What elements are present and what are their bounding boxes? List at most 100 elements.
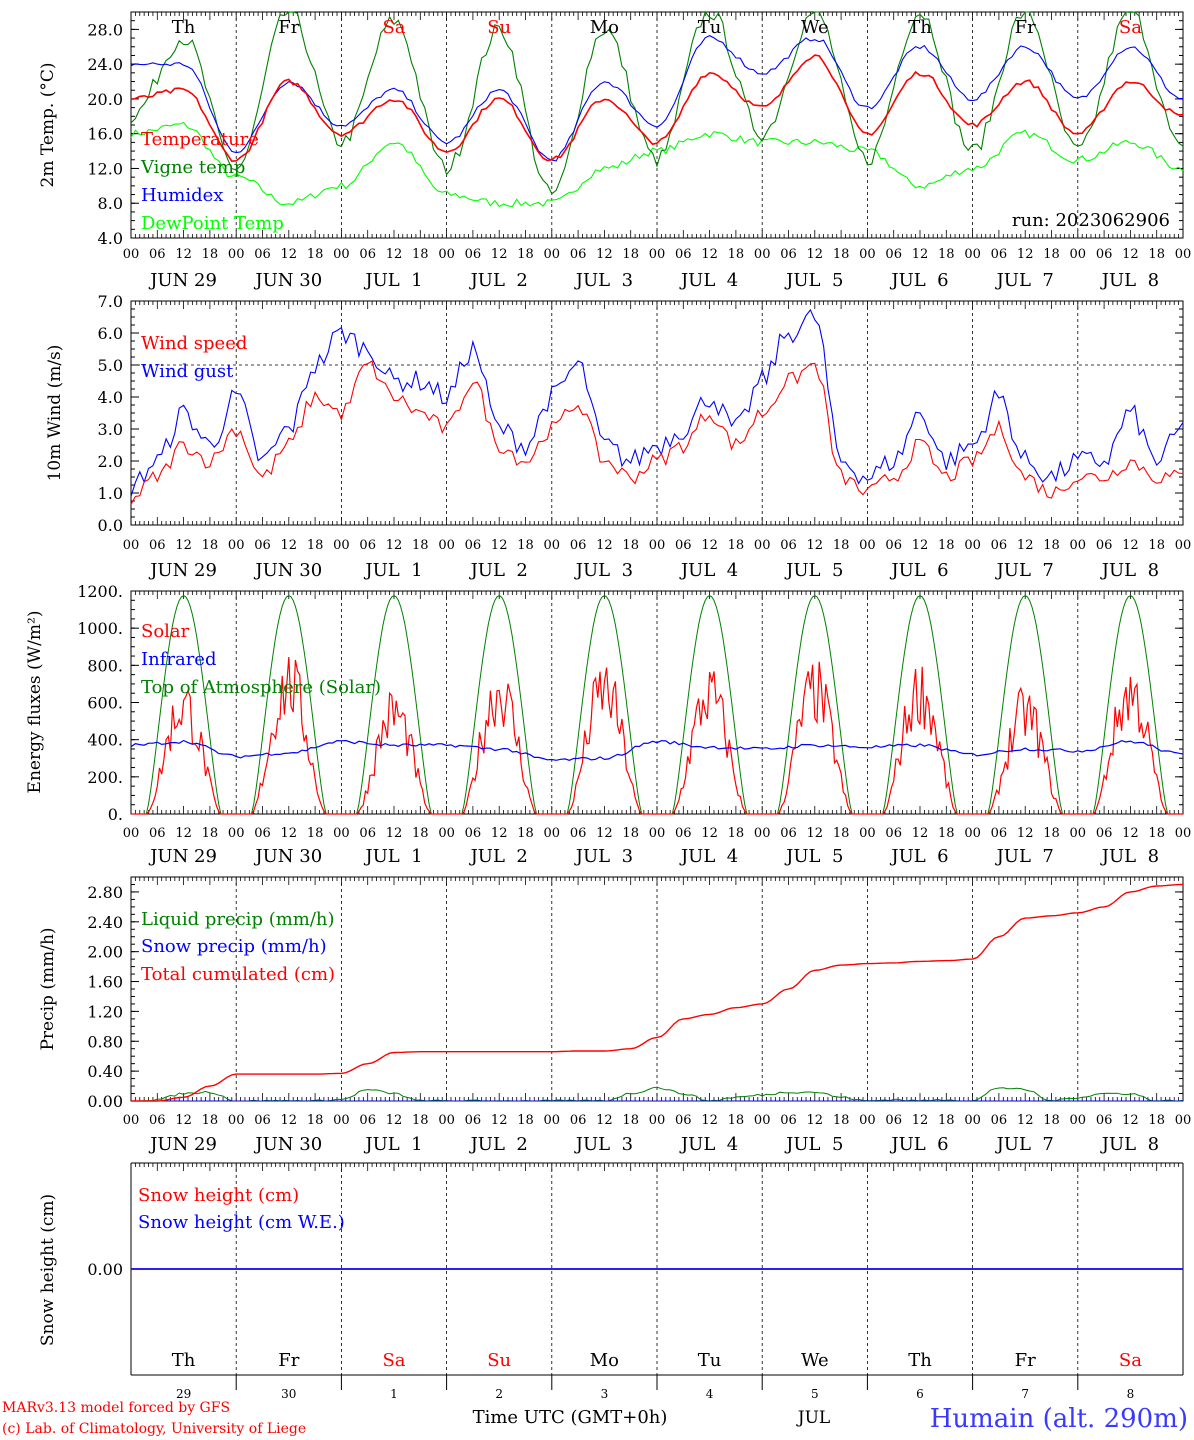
y-tick-label: 2.40: [87, 913, 123, 932]
date-tick-label: JUL 5: [784, 560, 843, 581]
hour-tick-label: 00: [964, 1113, 981, 1128]
hour-tick-label: 00: [1070, 826, 1087, 841]
hour-tick-label: 00: [754, 1113, 771, 1128]
hour-tick-label: 00: [544, 247, 561, 262]
hour-tick-label: 06: [149, 247, 166, 262]
hour-tick-label: 18: [938, 538, 955, 553]
hour-tick-label: 18: [307, 247, 324, 262]
hour-tick-label: 12: [807, 538, 824, 553]
run-annotation: run: 2023062906: [1012, 210, 1170, 231]
hour-tick-label: 18: [412, 247, 429, 262]
hour-tick-label: 12: [807, 1113, 824, 1128]
hour-tick-label: 12: [281, 247, 298, 262]
hour-tick-label: 18: [202, 1113, 219, 1128]
date-tick-label: JUL 2: [469, 270, 528, 291]
date-tick-label: JUL 7: [995, 846, 1054, 867]
hour-tick-label: 06: [675, 247, 692, 262]
weekday-label: Th: [172, 1350, 196, 1371]
hour-tick-label: 00: [544, 826, 561, 841]
y-tick-label: 0.00: [87, 1092, 123, 1111]
date-tick-label: JUL 4: [679, 560, 738, 581]
weekday-label: Su: [487, 1350, 511, 1371]
day-number: 30: [281, 1387, 296, 1401]
date-tick-label: JUL 6: [889, 1134, 948, 1155]
date-tick-label: JUL 8: [1100, 270, 1159, 291]
date-tick-label: JUL 1: [363, 846, 422, 867]
day-number: 6: [916, 1387, 924, 1401]
hour-tick-label: 00: [333, 247, 350, 262]
hour-tick-label: 06: [359, 247, 376, 262]
hour-tick-label: 00: [1070, 538, 1087, 553]
date-tick-label: JUN 30: [253, 1134, 322, 1155]
hour-tick-label: 00: [544, 538, 561, 553]
hour-tick-label: 00: [859, 826, 876, 841]
wind-gust-line: [130, 308, 1184, 497]
hour-tick-label: 00: [964, 826, 981, 841]
hour-tick-label: 18: [622, 1113, 639, 1128]
hour-tick-label: 06: [885, 826, 902, 841]
y-tick-label: 800.: [87, 656, 123, 675]
hour-tick-label: 00: [438, 826, 455, 841]
hour-tick-label: 12: [1017, 247, 1034, 262]
weekday-label: Fr: [278, 17, 299, 38]
y-tick-label: 0.80: [87, 1032, 123, 1051]
date-tick-label: JUL 7: [995, 1134, 1054, 1155]
hour-tick-label: 06: [570, 538, 587, 553]
weekday-label: Mo: [590, 17, 619, 38]
weekday-label: We: [801, 17, 829, 38]
y-tick-label: 0.00: [87, 1260, 123, 1279]
date-tick-label: JUL 2: [469, 1134, 528, 1155]
hour-tick-label: 12: [701, 247, 718, 262]
legend-infrared: Infrared: [141, 649, 216, 670]
date-tick-label: JUL 8: [1100, 560, 1159, 581]
date-tick-label: JUN 30: [253, 846, 322, 867]
infrared-line: [130, 739, 1184, 761]
hour-tick-label: 06: [991, 538, 1008, 553]
hour-tick-label: 00: [544, 1113, 561, 1128]
weekday-label: Sa: [1119, 1350, 1142, 1371]
hour-tick-label: 06: [149, 1113, 166, 1128]
hour-tick-label: 06: [991, 1113, 1008, 1128]
date-tick-label: JUL 6: [889, 270, 948, 291]
date-tick-label: JUL 6: [889, 846, 948, 867]
hour-tick-label: 00: [438, 1113, 455, 1128]
hour-tick-label: 12: [175, 1113, 192, 1128]
hour-tick-label: 12: [1017, 826, 1034, 841]
y-tick-label: 6.0: [98, 324, 123, 343]
date-tick-label: JUN 30: [253, 560, 322, 581]
day-number: 29: [176, 1387, 191, 1401]
hour-tick-label: 00: [123, 1113, 140, 1128]
date-tick-label: JUL 5: [784, 846, 843, 867]
date-tick-label: JUL 5: [784, 1134, 843, 1155]
hour-tick-label: 18: [1043, 826, 1060, 841]
date-tick-label: JUL 7: [995, 560, 1054, 581]
weekday-label: Th: [908, 1350, 932, 1371]
hour-tick-label: 18: [202, 538, 219, 553]
hour-tick-label: 18: [622, 826, 639, 841]
hour-tick-label: 18: [1043, 247, 1060, 262]
hour-tick-label: 06: [675, 538, 692, 553]
wind-speed-line: [130, 360, 1184, 505]
station-label: Humain (alt. 290m): [930, 1404, 1188, 1434]
hour-tick-label: 12: [1017, 1113, 1034, 1128]
weekday-label: Sa: [382, 1350, 405, 1371]
snow-panel: 0.00 Snow height (cm) Snow height (cm) S…: [38, 1162, 1184, 1376]
energy-axis-label: Energy fluxes (W/m²): [25, 611, 45, 794]
weekday-label: Su: [487, 17, 511, 38]
legend-snow-height-we: Snow height (cm W.E.): [138, 1212, 345, 1233]
hour-tick-label: 00: [333, 1113, 350, 1128]
hour-tick-label: 06: [149, 538, 166, 553]
dewpoint-line: [130, 121, 1184, 208]
hour-tick-label: 18: [728, 1113, 745, 1128]
date-tick-label: JUN 30: [253, 270, 322, 291]
hour-tick-label: 12: [386, 538, 403, 553]
hour-tick-label: 18: [412, 1113, 429, 1128]
hour-tick-label: 00: [1175, 247, 1192, 262]
date-tick-label: JUN 29: [148, 846, 217, 867]
hour-tick-label: 12: [596, 1113, 613, 1128]
hour-tick-label: 18: [517, 1113, 534, 1128]
date-tick-label: JUL 3: [574, 1134, 633, 1155]
snow-axis-label: Snow height (cm): [38, 1194, 58, 1346]
precip-axis-label: Precip (mm/h): [38, 927, 58, 1050]
hour-tick-label: 06: [465, 247, 482, 262]
